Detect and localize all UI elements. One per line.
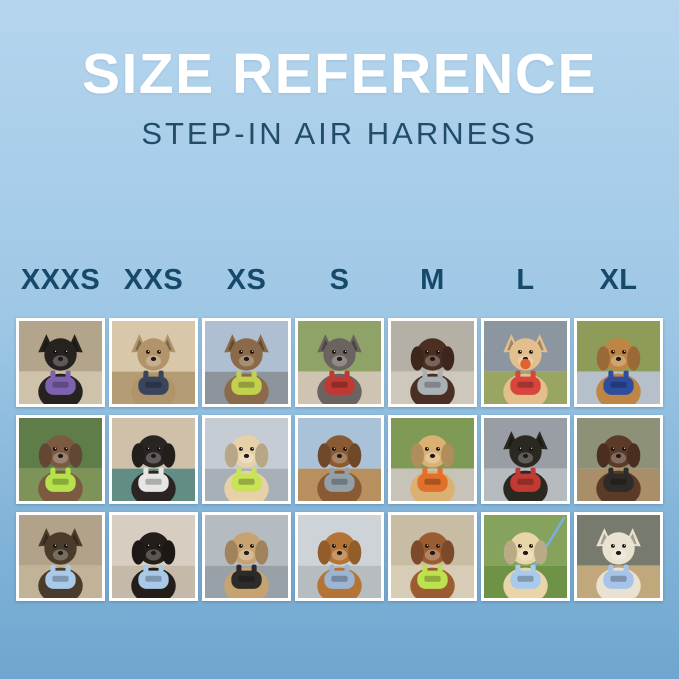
photo-m-row3 [388, 512, 477, 601]
photo-xxxs-row1 [16, 318, 105, 407]
size-label-row: XXXS XXS XS S M L XL [16, 264, 663, 297]
photo-xxxs-row2 [16, 415, 105, 504]
pet-photo-illustration [298, 418, 381, 501]
pet-photo-illustration [19, 418, 102, 501]
photo-s-row1 [295, 318, 384, 407]
pet-photo-illustration [484, 515, 567, 598]
size-label-m: M [420, 264, 445, 296]
pet-photo-illustration [205, 321, 288, 404]
pet-photo-illustration [19, 321, 102, 404]
photo-xxs-row3 [109, 512, 198, 601]
photo-xl-row1 [574, 318, 663, 407]
pet-photo-illustration [391, 515, 474, 598]
page-title: SIZE REFERENCE [81, 42, 598, 106]
pet-photo-illustration [391, 418, 474, 501]
photo-xl-row3 [574, 512, 663, 601]
photo-xs-row1 [202, 318, 291, 407]
photo-l-row3 [481, 512, 570, 601]
photo-xxs-row2 [109, 415, 198, 504]
photo-m-row1 [388, 318, 477, 407]
size-label-xxxs: XXXS [20, 264, 101, 296]
photo-s-row2 [295, 415, 384, 504]
pet-photo-illustration [205, 418, 288, 501]
photo-l-row1 [481, 318, 570, 407]
photo-xxs-row1 [109, 318, 198, 407]
size-label-xxs: XXS [123, 264, 184, 296]
photo-xxxs-row3 [16, 512, 105, 601]
pet-photo-illustration [112, 321, 195, 404]
photo-grid [16, 318, 663, 601]
photo-xl-row2 [574, 415, 663, 504]
pet-photo-illustration [298, 321, 381, 404]
pet-photo-illustration [298, 515, 381, 598]
pet-photo-illustration [577, 321, 660, 404]
pet-photo-illustration [391, 321, 474, 404]
photo-xs-row2 [202, 415, 291, 504]
pet-photo-illustration [112, 515, 195, 598]
size-label-xs: XS [226, 264, 267, 296]
size-label-s: S [329, 264, 350, 296]
page-subtitle: STEP-IN AIR HARNESS [141, 116, 538, 151]
header: SIZE REFERENCE STEP-IN AIR HARNESS [0, 42, 679, 151]
photo-m-row2 [388, 415, 477, 504]
pet-photo-illustration [484, 321, 567, 404]
pet-photo-illustration [577, 418, 660, 501]
photo-l-row2 [481, 415, 570, 504]
pet-photo-illustration [484, 418, 567, 501]
pet-photo-illustration [112, 418, 195, 501]
size-label-l: L [516, 264, 535, 296]
pet-photo-illustration [19, 515, 102, 598]
pet-photo-illustration [205, 515, 288, 598]
pet-photo-illustration [577, 515, 660, 598]
size-label-xl: XL [599, 264, 638, 296]
photo-s-row3 [295, 512, 384, 601]
photo-xs-row3 [202, 512, 291, 601]
